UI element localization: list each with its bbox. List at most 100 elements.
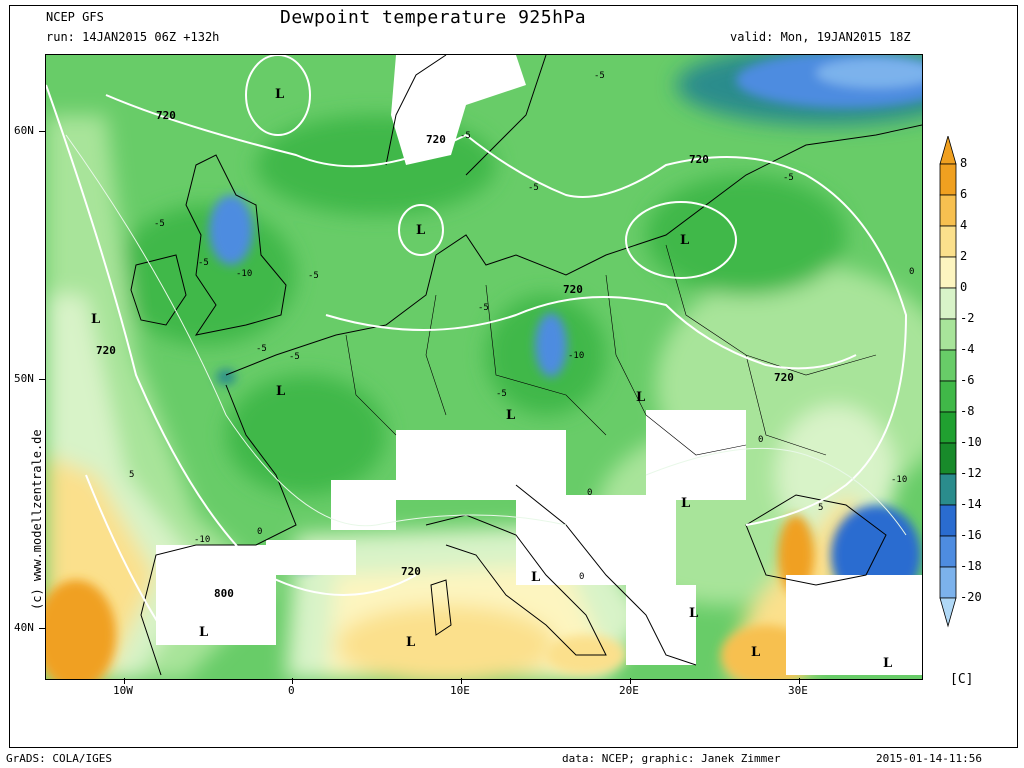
field-france-teal [216,369,236,385]
colorbar-segment [939,380,957,413]
coast-britain [185,154,287,336]
coast-biscay [140,384,297,676]
low-marker: L [883,656,893,671]
lon-tick [124,678,125,684]
watermark: (c) www.modellzentrale.de [30,429,44,610]
colorbar-level-label: -6 [960,373,975,387]
contour-label: 720 [774,371,794,384]
lon-tick [799,678,800,684]
lat-label: 60N [14,124,34,137]
dp-contour-1 [65,134,567,527]
lon-tick [292,678,293,684]
contour-label: 720 [96,344,116,357]
colorbar-level-label: -14 [960,497,982,511]
lon-tick [461,678,462,684]
dewpoint-label: -5 [256,344,267,354]
dewpoint-label: 5 [818,503,824,513]
lon-tick [630,678,631,684]
low-marker: L [506,408,516,423]
colorbar-level-label: 0 [960,280,968,294]
lat-label: 40N [14,621,34,634]
dewpoint-label: 0 [257,527,263,537]
field-spain-yellow [46,580,116,679]
colorbar-level-label: 8 [960,156,968,170]
coast-ireland [130,254,187,326]
contour-720-central [325,296,857,370]
border-1 [345,244,877,456]
low-marker: L [199,625,209,640]
lat-tick [39,131,45,132]
contour-label: 720 [156,109,176,122]
field-north-lightblue [816,58,922,88]
colorbar-level-label: 6 [960,187,968,201]
colorbar-level-label: 4 [960,218,968,232]
colorbar-top-arrow [939,136,957,165]
dewpoint-label: -5 [496,389,507,399]
low-marker: L [275,87,285,102]
mask-anatolia [786,575,922,675]
lon-label: 30E [788,684,808,697]
colorbar-level-label: 2 [960,249,968,263]
mask-iberia-north [156,545,276,645]
valid-time: valid: Mon, 19JAN2015 18Z [730,30,911,44]
coast-italy [425,514,607,656]
contour-800 [85,474,247,643]
contour-low-norway-sea [245,55,311,136]
lat-label: 50N [14,372,34,385]
coast-sardinia [430,579,452,636]
low-marker: L [636,390,646,405]
low-marker: L [681,496,691,511]
dp-contour-2 [645,447,907,536]
dewpoint-label: -5 [289,352,300,362]
low-marker: L [680,233,690,248]
lon-label: 10E [450,684,470,697]
dewpoint-label: -5 [154,219,165,229]
mask-alps-west [331,480,396,530]
field-scotland-blue [209,195,253,265]
coast-blacksea [745,494,887,586]
contour-label: 720 [563,283,583,296]
dewpoint-label: 0 [758,435,764,445]
colorbar-segment [939,566,957,599]
footer-timestamp: 2015-01-14-11:56 [876,752,982,765]
colorbar-unit: [C] [950,672,974,687]
colorbar-level-label: -2 [960,311,975,325]
colorbar [939,136,957,628]
field-dark-britain [116,205,296,345]
low-marker: L [416,223,426,238]
colorbar-level-label: -16 [960,528,982,542]
colorbar-level-label: -20 [960,590,982,604]
dewpoint-label: 0 [579,572,585,582]
colorbar-level-label: -4 [960,342,975,356]
footer-credit: data: NCEP; graphic: Janek Zimmer [562,752,781,765]
run-info: run: 14JAN2015 06Z +132h [46,30,220,44]
footer-software: GrADS: COLA/IGES [6,752,112,765]
terrain-mask [156,55,922,675]
plot-frame [9,5,1018,748]
low-marker: L [689,606,699,621]
colorbar-segment [939,256,957,289]
lon-label: 20E [619,684,639,697]
dewpoint-label: 0 [587,488,593,498]
field-dark-russia [646,175,846,295]
model-name: NCEP GFS [46,10,104,24]
dewpoint-label: -5 [460,131,471,141]
colorbar-segment [939,411,957,444]
map-title: Dewpoint temperature 925hPa [280,7,587,28]
field-med-warm [336,605,556,679]
dewpoint-label: -10 [194,535,211,545]
height-contours [46,55,908,643]
dewpoint-label: -10 [568,351,585,361]
dewpoint-contours [65,134,907,536]
dewpoint-label: 0 [909,267,915,277]
coast-scandinavia [385,55,547,176]
field-bohemia-blue [535,313,567,377]
dewpoint-label: 5 [129,470,135,480]
contour-label: 800 [214,587,234,600]
colorbar-segment [939,318,957,351]
lat-tick [39,628,45,629]
contour-label: 720 [689,153,709,166]
mask-pyrenees [266,540,356,575]
mask-greece [626,585,696,665]
low-marker: L [91,312,101,327]
